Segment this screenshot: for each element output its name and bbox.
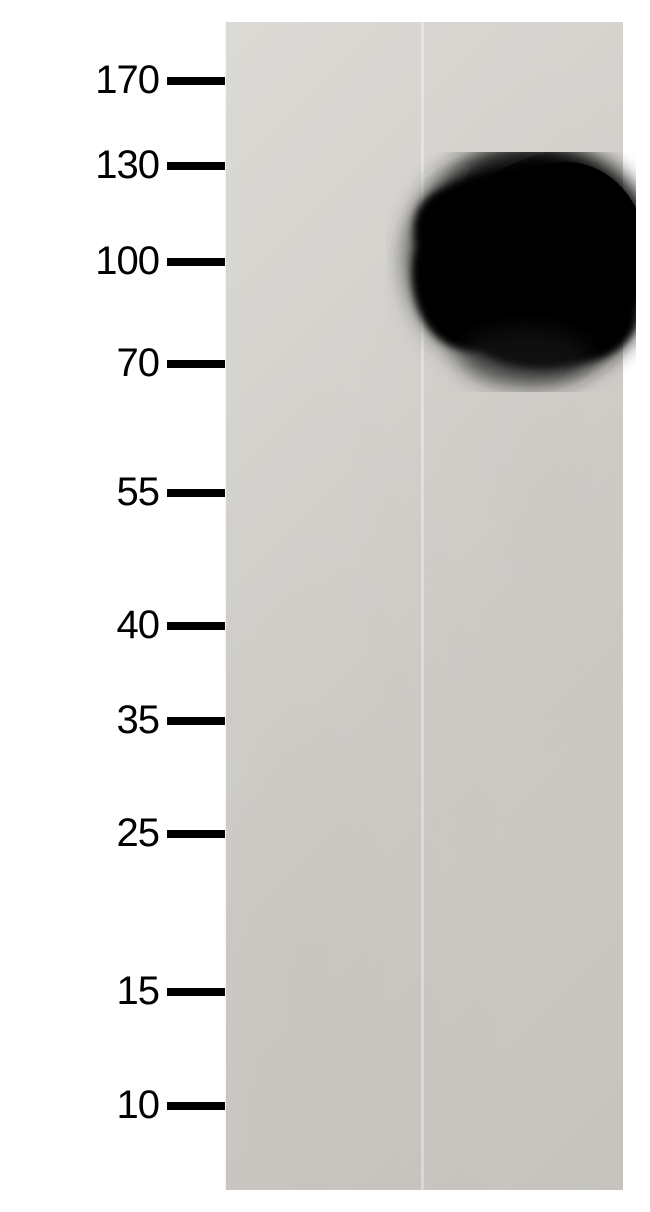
ladder-marker: 170 <box>0 58 225 103</box>
ladder-marker: 15 <box>0 969 225 1014</box>
ladder-marker: 35 <box>0 698 225 743</box>
ladder-tick <box>167 988 225 996</box>
ladder-value: 70 <box>117 341 160 386</box>
ladder-tick <box>167 77 225 85</box>
ladder-value: 10 <box>117 1083 160 1128</box>
ladder-marker: 40 <box>0 603 225 648</box>
ladder-value: 15 <box>117 969 160 1014</box>
ladder-marker: 25 <box>0 811 225 856</box>
ladder-tick <box>167 489 225 497</box>
ladder-tick <box>167 1102 225 1110</box>
ladder-value: 130 <box>95 143 159 188</box>
ladder-value: 40 <box>117 603 160 648</box>
ladder-tick <box>167 162 225 170</box>
ladder-tick <box>167 258 225 266</box>
ladder-value: 100 <box>95 239 159 284</box>
ladder-value: 170 <box>95 58 159 103</box>
ladder-tick <box>167 717 225 725</box>
ladder-marker: 130 <box>0 143 225 188</box>
molecular-weight-ladder: 170 130 100 70 55 40 35 25 <box>0 0 225 1212</box>
ladder-tick <box>167 360 225 368</box>
ladder-marker: 70 <box>0 341 225 386</box>
ladder-tick <box>167 830 225 838</box>
blot-membrane <box>225 22 623 1190</box>
protein-band <box>386 152 636 392</box>
ladder-marker: 100 <box>0 239 225 284</box>
ladder-value: 55 <box>117 470 160 515</box>
ladder-marker: 10 <box>0 1083 225 1128</box>
ladder-value: 35 <box>117 698 160 743</box>
ladder-value: 25 <box>117 811 160 856</box>
ladder-tick <box>167 622 225 630</box>
ladder-marker: 55 <box>0 470 225 515</box>
western-blot-figure: 170 130 100 70 55 40 35 25 <box>0 0 650 1212</box>
